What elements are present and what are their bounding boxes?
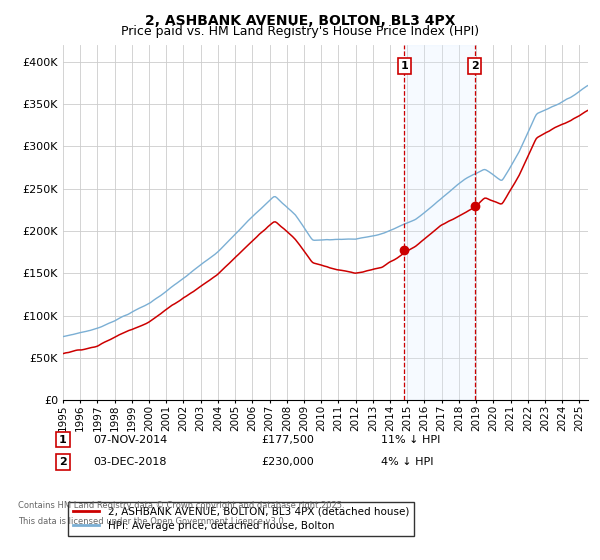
Text: 4% ↓ HPI: 4% ↓ HPI bbox=[381, 457, 433, 467]
Text: 2, ASHBANK AVENUE, BOLTON, BL3 4PX: 2, ASHBANK AVENUE, BOLTON, BL3 4PX bbox=[145, 14, 455, 28]
Text: 07-NOV-2014: 07-NOV-2014 bbox=[93, 435, 167, 445]
Text: 11% ↓ HPI: 11% ↓ HPI bbox=[381, 435, 440, 445]
Bar bbox=[404, 45, 475, 400]
Text: £177,500: £177,500 bbox=[261, 435, 314, 445]
Text: 2: 2 bbox=[59, 457, 67, 467]
Text: Contains HM Land Registry data © Crown copyright and database right 2025.: Contains HM Land Registry data © Crown c… bbox=[18, 501, 344, 510]
Text: 03-DEC-2018: 03-DEC-2018 bbox=[93, 457, 167, 467]
Text: 1: 1 bbox=[400, 61, 408, 71]
Text: 2: 2 bbox=[471, 61, 479, 71]
Text: This data is licensed under the Open Government Licence v3.0.: This data is licensed under the Open Gov… bbox=[18, 517, 286, 526]
Text: 1: 1 bbox=[59, 435, 67, 445]
Legend: 2, ASHBANK AVENUE, BOLTON, BL3 4PX (detached house), HPI: Average price, detache: 2, ASHBANK AVENUE, BOLTON, BL3 4PX (deta… bbox=[68, 502, 415, 536]
Text: Price paid vs. HM Land Registry's House Price Index (HPI): Price paid vs. HM Land Registry's House … bbox=[121, 25, 479, 38]
Text: £230,000: £230,000 bbox=[261, 457, 314, 467]
